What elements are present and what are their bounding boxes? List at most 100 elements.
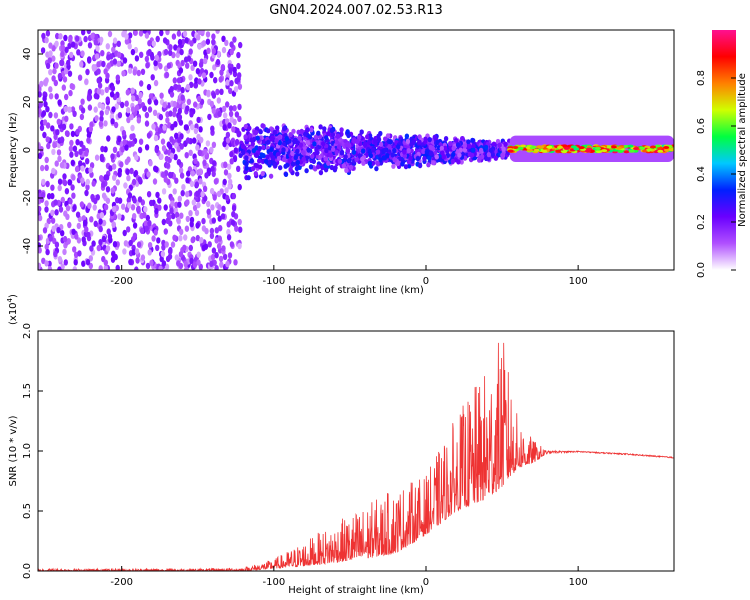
heatmap-cell	[45, 180, 50, 188]
heatmap-cell	[277, 134, 282, 140]
x-tick-label: 0	[423, 577, 429, 588]
heatmap-cell	[375, 160, 380, 166]
heatmap-cell	[111, 221, 116, 228]
colorbar-tick-label: 0.4	[696, 166, 707, 182]
heatmap-cell	[424, 149, 430, 155]
y-tick-label: 0.5	[22, 503, 33, 519]
heatmap-cell	[69, 51, 74, 59]
heatmap-cell	[50, 217, 56, 224]
heatmap-cell	[153, 134, 159, 142]
heatmap-cell	[67, 70, 73, 77]
heatmap-cell	[98, 225, 103, 233]
heatmap-cell	[395, 160, 401, 167]
heatmap-cell	[222, 178, 227, 186]
heatmap-cell	[109, 53, 114, 60]
heatmap-cell	[306, 147, 311, 153]
heatmap-cell	[101, 192, 107, 199]
heatmap-cell	[144, 144, 150, 151]
heatmap-cell	[119, 161, 124, 168]
heatmap-cell	[237, 242, 242, 250]
heatmap-cell	[159, 92, 164, 99]
heatmap-cell	[68, 145, 74, 152]
heatmap-cell	[137, 196, 143, 203]
heatmap-cell	[112, 174, 117, 181]
heatmap-cell	[355, 138, 360, 144]
snr-y-multiplier-close: )	[8, 294, 19, 298]
heatmap-cell	[105, 186, 111, 193]
heatmap-cell	[44, 243, 49, 251]
heatmap-cell	[143, 220, 148, 227]
heatmap-cell	[89, 245, 94, 252]
heatmap-cell	[234, 138, 240, 146]
heatmap-cell	[231, 126, 236, 133]
heatmap-cell	[161, 260, 167, 267]
heatmap-cell	[66, 238, 71, 245]
heatmap-cell	[177, 38, 183, 46]
heatmap-cell	[254, 163, 260, 169]
heatmap-cell	[417, 139, 422, 145]
heatmap-cell	[94, 115, 99, 122]
heatmap-cell	[186, 98, 192, 106]
heatmap-cell	[154, 166, 159, 173]
heatmap-cell	[391, 163, 396, 169]
heatmap-cell	[70, 159, 76, 166]
heatmap-cell	[216, 243, 222, 250]
heatmap-cell	[228, 178, 233, 186]
heatmap-cell	[60, 59, 65, 66]
heatmap-cell	[129, 167, 134, 175]
heatmap-cell	[148, 160, 153, 167]
heatmap-cell	[223, 112, 228, 119]
heatmap-cell	[231, 205, 237, 212]
heatmap-cell	[387, 144, 392, 150]
heatmap-cell	[67, 221, 72, 229]
spectrogram-y-label: Frequency (Hz)	[8, 112, 19, 188]
heatmap-cell	[178, 119, 184, 126]
heatmap-cell	[223, 161, 228, 169]
heatmap-cell	[654, 144, 661, 148]
heatmap-cell	[132, 213, 137, 220]
heatmap-cell	[84, 78, 89, 85]
heatmap-cell	[41, 257, 46, 264]
heatmap-cell	[151, 40, 156, 47]
heatmap-cell	[234, 77, 239, 85]
heatmap-cell	[501, 146, 506, 152]
heatmap-cell	[181, 184, 186, 191]
heatmap-cell	[150, 74, 155, 81]
heatmap-cell	[170, 200, 175, 207]
heatmap-cell	[137, 146, 143, 154]
heatmap-cell	[84, 226, 89, 233]
heatmap-cell	[69, 151, 74, 158]
heatmap-cell	[179, 212, 184, 219]
heatmap-cell	[266, 128, 271, 134]
heatmap-cell	[111, 46, 116, 53]
heatmap-cell	[165, 217, 170, 224]
heatmap-cell	[206, 47, 211, 54]
heatmap-cell	[176, 159, 182, 166]
heatmap-cell	[212, 160, 217, 167]
heatmap-cell	[41, 110, 47, 117]
heatmap-cell	[149, 199, 154, 207]
heatmap-cell	[290, 150, 295, 157]
heatmap-cell	[62, 235, 68, 243]
spectrogram-cells	[38, 30, 674, 270]
heatmap-cell	[71, 174, 76, 181]
heatmap-cell	[106, 228, 111, 235]
heatmap-cell	[67, 179, 72, 186]
heatmap-cell	[526, 148, 533, 152]
heatmap-cell	[132, 222, 138, 229]
heatmap-cell	[345, 129, 350, 135]
heatmap-cell	[334, 149, 339, 155]
heatmap-cell	[484, 144, 489, 150]
heatmap-cell	[112, 58, 118, 65]
heatmap-cell	[146, 171, 151, 178]
heatmap-cell	[72, 266, 77, 270]
heatmap-cell	[86, 95, 92, 102]
heatmap-cell	[211, 39, 216, 46]
heatmap-cell	[166, 141, 171, 148]
heatmap-cell	[453, 138, 459, 144]
heatmap-cell	[266, 139, 271, 145]
heatmap-cell	[639, 146, 646, 150]
heatmap-cell	[57, 184, 62, 192]
heatmap-cell	[623, 150, 630, 154]
heatmap-cell	[72, 246, 77, 253]
